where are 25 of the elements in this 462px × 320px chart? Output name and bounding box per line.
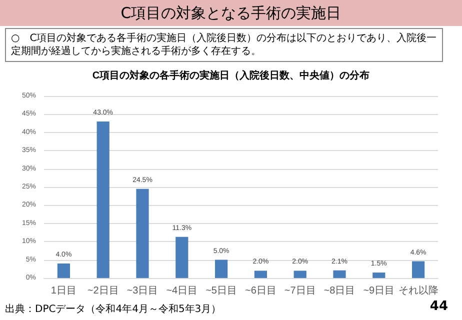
- x-tick-label: ~7日目: [284, 286, 316, 296]
- bar: [412, 261, 425, 278]
- chart-title: C項目の対象となる手術の実施日: [0, 0, 462, 26]
- bar: [372, 272, 386, 278]
- bar: [136, 188, 149, 278]
- text: ○ C項目の対象である各手術の実施日（入院後日数）の分布は以下のとおりであり、入院後一定期間が経過してから実施される手術が多く存在する。: [5, 28, 443, 62]
- bar: [294, 270, 306, 278]
- bar: [57, 263, 70, 278]
- x-tick-label: ~4日目: [166, 286, 198, 296]
- x-tick-label: それ以降: [398, 284, 438, 296]
- bar: [214, 260, 228, 278]
- bar: [96, 121, 110, 278]
- bar: [333, 270, 346, 278]
- bar: [176, 236, 188, 278]
- x-tick-label: ~8日目: [324, 286, 356, 296]
- x-tick-label: ~6日目: [244, 286, 276, 296]
- bar: [254, 270, 268, 278]
- x-tick-label: ~5日目: [206, 286, 238, 296]
- x-tick-label: ~9日目: [363, 286, 395, 296]
- x-tick-label: ~3日目: [126, 286, 158, 296]
- chart-subtitle: C項目の対象の各手術の実施日（入院後日数、中央値）の分布: [92, 70, 370, 82]
- x-tick-label: ~2日目: [87, 286, 119, 296]
- x-tick-label: 1日目: [50, 286, 76, 296]
- text: 44: [430, 299, 448, 314]
- source-note: 出典：DPCデータ（令和4年4月～令和5年3月）: [5, 302, 222, 316]
